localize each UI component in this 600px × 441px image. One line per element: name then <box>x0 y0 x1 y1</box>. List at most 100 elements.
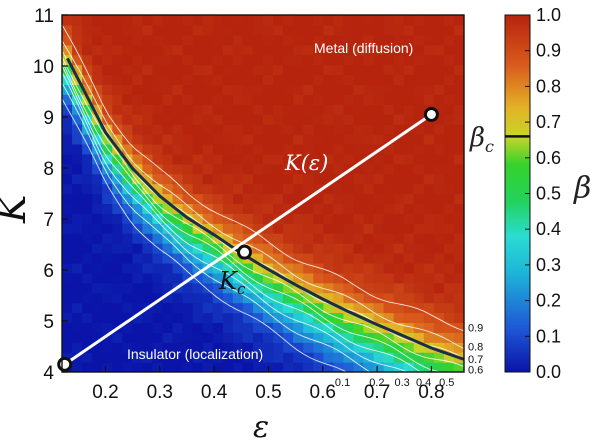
heat-cell <box>333 34 344 46</box>
heat-cell <box>323 352 334 363</box>
heat-cell <box>142 64 154 76</box>
heat-cell <box>403 322 415 333</box>
heat-cell <box>303 342 314 353</box>
heat-cell <box>283 15 294 26</box>
heat-cell <box>152 54 164 66</box>
heat-cell <box>293 34 304 46</box>
heat-cell <box>102 332 113 343</box>
heat-cell <box>242 153 254 165</box>
heat-cell <box>353 74 365 86</box>
heat-cell <box>403 352 415 363</box>
heat-cell <box>273 223 284 234</box>
heat-cell <box>232 84 244 95</box>
heat-cell <box>72 262 83 274</box>
heat-cell <box>212 74 224 86</box>
heat-cell <box>122 282 133 294</box>
x-tick-label: 0.5 <box>255 382 281 403</box>
heat-cell <box>102 104 113 115</box>
heat-cell <box>232 173 244 185</box>
heat-cell <box>172 312 184 324</box>
heat-cell <box>273 143 284 155</box>
heat-cell <box>383 352 395 363</box>
heat-cell <box>413 104 425 115</box>
heat-cell <box>162 332 174 343</box>
heat-cell <box>333 183 344 195</box>
heat-cell <box>263 352 274 363</box>
heat-cell <box>443 74 455 86</box>
x-tick-label: 0.2 <box>92 382 118 403</box>
heat-cell <box>333 253 344 264</box>
heat-cell <box>82 143 93 155</box>
heat-cell <box>393 362 405 372</box>
heat-cell <box>383 44 395 56</box>
colorbar-tick-label: 0.2 <box>536 291 561 311</box>
heat-cell <box>453 312 464 324</box>
heat-cell <box>363 64 375 76</box>
heat-cell <box>132 134 143 145</box>
heat-cell <box>323 203 334 214</box>
heat-cell <box>443 362 455 372</box>
heat-cell <box>443 54 455 66</box>
heat-cell <box>152 322 164 333</box>
heat-cell <box>413 163 425 175</box>
heat-cell <box>62 104 73 115</box>
heat-cell <box>82 74 93 86</box>
heat-cell <box>333 352 344 363</box>
heat-cell <box>443 84 455 95</box>
heat-cell <box>423 173 435 185</box>
heat-cell <box>152 143 164 155</box>
heat-cell <box>182 312 194 324</box>
heat-cell <box>343 243 355 254</box>
heat-cell <box>353 163 365 175</box>
heat-cell <box>403 342 415 353</box>
heat-cell <box>242 322 254 333</box>
heat-cell <box>333 74 344 86</box>
heat-cell <box>383 64 395 76</box>
heat-cell <box>192 64 204 76</box>
heat-cell <box>323 213 334 224</box>
heat-cell <box>232 114 244 125</box>
heat-cell <box>383 193 395 205</box>
heat-cell <box>423 153 435 165</box>
heat-cell <box>273 233 284 244</box>
heat-cell <box>172 54 184 66</box>
heat-cell <box>293 74 304 86</box>
heat-cell <box>82 64 93 76</box>
heat-cell <box>122 143 133 155</box>
heat-cell <box>172 24 184 36</box>
heat-cell <box>433 15 445 26</box>
x-tick-label: 0.3 <box>147 382 173 403</box>
heat-cell <box>263 34 274 46</box>
heat-cell <box>453 342 464 353</box>
heat-cell <box>453 203 464 214</box>
heat-cell <box>232 124 244 135</box>
heat-cell <box>242 193 254 205</box>
heat-cell <box>283 282 294 294</box>
heat-cell <box>122 312 133 324</box>
heat-cell <box>443 322 455 333</box>
heat-cell <box>343 134 355 145</box>
heat-cell <box>333 342 344 353</box>
heat-cell <box>252 262 264 274</box>
heat-cell <box>62 322 73 333</box>
heat-cell <box>273 94 284 105</box>
y-axis: 4 5 6 7 8 9 10 11 <box>33 6 68 384</box>
heat-cell <box>152 213 164 224</box>
heat-cell <box>132 24 143 36</box>
heat-cell <box>82 332 93 343</box>
heat-cell <box>132 213 143 224</box>
heat-cell <box>192 74 204 86</box>
heat-cell <box>82 44 93 56</box>
heat-cell <box>363 183 375 195</box>
heat-cell <box>232 342 244 353</box>
heat-cell <box>433 253 445 264</box>
heat-cell <box>323 34 334 46</box>
heat-cell <box>62 183 73 195</box>
heat-cell <box>443 134 455 145</box>
heat-cell <box>82 34 93 46</box>
heat-cell <box>283 223 294 234</box>
heat-cell <box>102 352 113 363</box>
heat-cell <box>142 34 154 46</box>
heat-cell <box>453 134 464 145</box>
heat-cell <box>343 34 355 46</box>
